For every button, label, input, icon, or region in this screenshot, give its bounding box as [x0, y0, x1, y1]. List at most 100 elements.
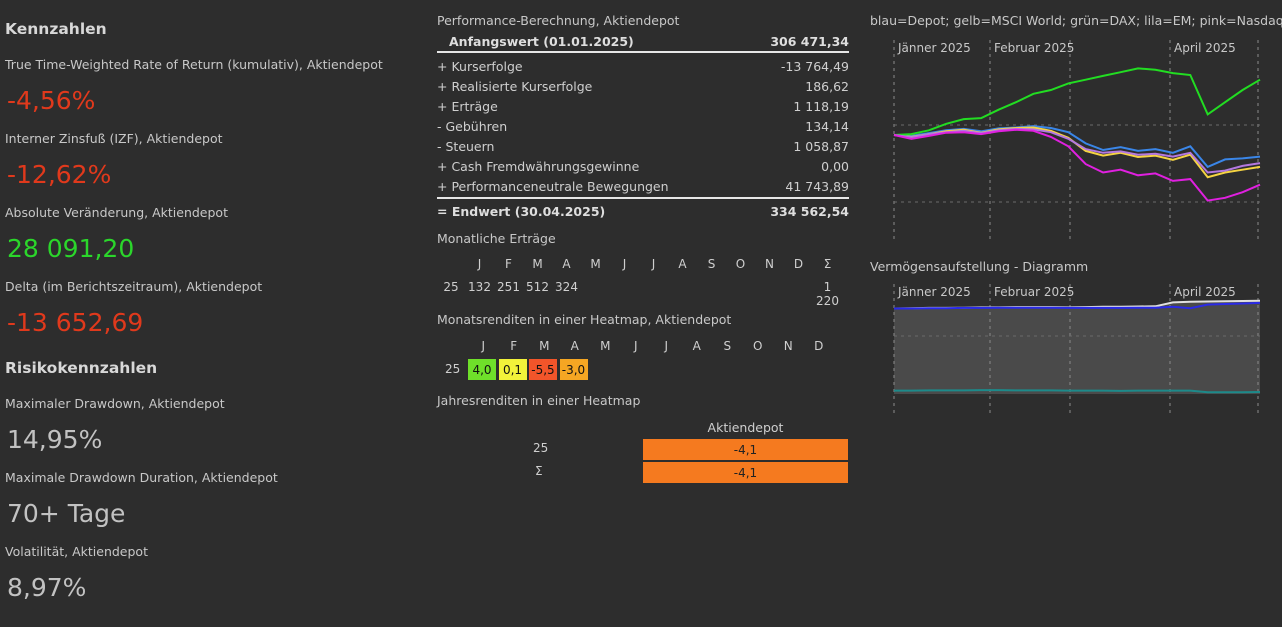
perf-row: + Cash Fremdwährungsgewinne 0,00: [437, 158, 849, 174]
izf-label: Interner Zinsfuß (IZF), Aktiendepot: [5, 131, 223, 146]
heatmap-cell: -5,5: [529, 359, 557, 380]
perf-row: + Performanceneutrale Bewegungen 41 743,8…: [437, 178, 849, 194]
start-label: Anfangswert (01.01.2025): [449, 33, 634, 49]
delta-label: Delta (im Berichtszeitraum), Aktiendepot: [5, 279, 263, 294]
abs-change-value: 28 091,20: [7, 234, 135, 263]
twr-value: -4,56%: [7, 86, 96, 115]
month-label: April 2025: [1174, 41, 1236, 55]
yearly-heatmap-cell: -4,1: [643, 462, 848, 483]
series-line: [893, 128, 1261, 202]
heatmap-month-header: A: [692, 339, 701, 353]
heatmap-month-header: N: [783, 339, 793, 353]
perf-row: - Steuern 1 058,87: [437, 138, 849, 154]
drawdown-duration-label: Maximale Drawdown Duration, Aktiendepot: [5, 470, 278, 485]
month-value: [581, 280, 610, 308]
month-header: S: [707, 257, 716, 271]
month-header: J: [651, 257, 656, 271]
performance-chart-title: blau=Depot; gelb=MSCI World; grün=DAX; l…: [870, 13, 1282, 28]
heatmap-month-header: A: [570, 339, 579, 353]
start-value: 306 471,34: [770, 33, 849, 49]
performance-title: Performance-Berechnung, Aktiendepot: [437, 13, 680, 28]
asset-chart-title: Vermögensaufstellung - Diagramm: [870, 259, 1089, 274]
heatmap-month-header: J: [664, 339, 669, 353]
monthly-heatmap-title: Monatsrenditen in einer Heatmap, Aktiend…: [437, 312, 732, 327]
perf-row: + Kurserfolge -13 764,49: [437, 58, 849, 74]
risiko-title: Risikokennzahlen: [5, 359, 158, 377]
month-header: D: [793, 257, 804, 271]
series-line: [894, 389, 1261, 394]
heatmap-cell: -3,0: [559, 359, 588, 380]
monthly-income-row: 25 132 251 512 324 1 220: [437, 280, 842, 308]
month-header: A: [562, 257, 571, 271]
perf-row: + Erträge 1 118,19: [437, 98, 849, 114]
month-header: M: [532, 257, 543, 271]
month-header: M: [590, 257, 601, 271]
month-label: Jänner 2025: [897, 285, 971, 299]
month-label: Februar 2025: [994, 285, 1074, 299]
yearly-heatmap-title: Jahresrenditen in einer Heatmap: [437, 393, 641, 408]
drawdown-duration-value: 70+ Tage: [7, 499, 126, 528]
heatmap-month-header: O: [753, 339, 763, 353]
izf-value: -12,62%: [7, 160, 112, 189]
month-value: [726, 280, 755, 308]
delta-value: -13 652,69: [7, 308, 144, 337]
heatmap-month-header: M: [600, 339, 611, 353]
max-drawdown-label: Maximaler Drawdown, Aktiendepot: [5, 396, 225, 411]
month-label: Februar 2025: [994, 41, 1074, 55]
yearly-heatmap-cell: -4,1: [643, 439, 848, 460]
heatmap-month-header: F: [510, 339, 518, 353]
performance-chart: Jänner 2025 Februar 2025 April 2025: [893, 40, 1261, 240]
start-value-row: Anfangswert (01.01.2025) 306 471,34: [437, 32, 849, 50]
divider: [437, 51, 849, 53]
monthly-heatmap-year: 25: [445, 362, 461, 376]
month-value: 132: [468, 280, 491, 294]
month-header: J: [622, 257, 627, 271]
month-value: [610, 280, 639, 308]
month-header: A: [678, 257, 687, 271]
month-value: [668, 280, 697, 308]
divider: [437, 197, 849, 199]
month-label: April 2025: [1174, 285, 1236, 299]
month-header: N: [765, 257, 774, 271]
month-header: Σ: [823, 257, 832, 271]
month-value: 512: [526, 280, 549, 294]
max-drawdown-value: 14,95%: [7, 425, 103, 454]
heatmap-cell: 4,0: [468, 359, 496, 380]
monthly-income-title: Monatliche Erträge: [437, 231, 556, 246]
heatmap-month-header: M: [539, 339, 550, 353]
perf-row: - Gebühren 134,14: [437, 118, 849, 134]
heatmap-month-header: J: [633, 339, 638, 353]
monthly-income-year: 25: [443, 280, 459, 294]
heatmap-cell: 0,1: [498, 359, 527, 380]
end-value-row: = Endwert (30.04.2025) 334 562,54: [437, 202, 849, 220]
yearly-heatmap-column: Aktiendepot: [707, 420, 784, 435]
area-fill: [894, 300, 1260, 394]
heatmap-month-header: D: [814, 339, 824, 353]
month-value: 1 220: [816, 280, 839, 308]
month-header: F: [505, 257, 512, 271]
month-value: 251: [497, 280, 520, 294]
month-value: [697, 280, 726, 308]
yearly-row-label: Σ: [535, 464, 543, 478]
end-label: = Endwert (30.04.2025): [437, 203, 606, 219]
heatmap-month-header: S: [723, 339, 732, 353]
month-value: [639, 280, 668, 308]
volatility-label: Volatilität, Aktiendepot: [5, 544, 148, 559]
kennzahlen-title: Kennzahlen: [5, 20, 107, 38]
asset-chart: Jänner 2025 Februar 2025 April 2025: [893, 284, 1261, 414]
month-header: O: [735, 257, 746, 271]
yearly-row-label: 25: [533, 441, 549, 455]
end-value: 334 562,54: [770, 203, 849, 219]
month-label: Jänner 2025: [897, 41, 971, 55]
volatility-value: 8,97%: [7, 573, 87, 602]
abs-change-label: Absolute Veränderung, Aktiendepot: [5, 205, 228, 220]
series-line: [893, 127, 1261, 174]
month-value: 324: [555, 280, 578, 294]
series-line: [894, 301, 1261, 310]
month-header: J: [477, 257, 482, 271]
series-line: [893, 67, 1261, 136]
month-value: [784, 280, 813, 308]
twr-label: True Time-Weighted Rate of Return (kumul…: [5, 57, 383, 72]
